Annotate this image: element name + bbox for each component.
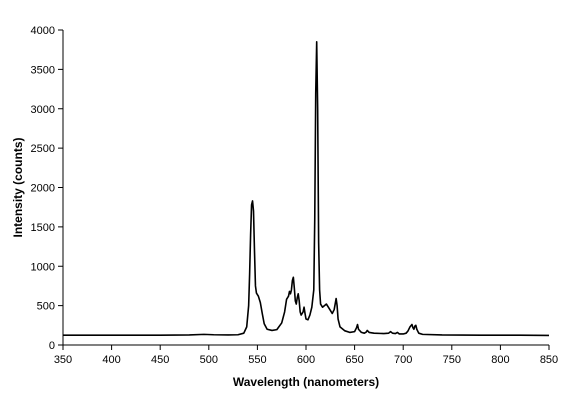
- x-tick-label: 500: [200, 354, 218, 366]
- x-tick-label: 750: [443, 354, 461, 366]
- y-tick-label: 2500: [31, 143, 55, 155]
- y-tick-label: 0: [49, 340, 55, 352]
- x-tick-label: 600: [297, 354, 315, 366]
- y-tick-label: 500: [37, 301, 55, 313]
- y-tick-label: 2000: [31, 183, 55, 195]
- x-tick-label: 350: [54, 354, 72, 366]
- x-tick-label: 800: [491, 354, 509, 366]
- x-tick-label: 650: [345, 354, 363, 366]
- y-tick-label: 1500: [31, 222, 55, 234]
- x-axis-title: Wavelength (nanometers): [233, 375, 379, 389]
- series-line: [63, 41, 550, 337]
- y-axis-title: Intensity (counts): [11, 137, 25, 237]
- x-tick-label: 700: [394, 354, 412, 366]
- y-tick-label: 1000: [31, 261, 55, 273]
- x-tick-label: 400: [102, 354, 120, 366]
- y-axis: 0 500 1000 1500 2000 2500 3000 3500 4000: [31, 25, 64, 352]
- x-tick-label: 550: [248, 354, 266, 366]
- x-tick-label: 850: [540, 354, 558, 366]
- y-tick-label: 3500: [31, 64, 55, 76]
- x-tick-label: 450: [151, 354, 169, 366]
- y-tick-label: 4000: [31, 25, 55, 37]
- y-tick-label: 3000: [31, 104, 55, 116]
- x-axis: 350 400 450 500 550 600 650 700 750 800 850: [54, 344, 558, 366]
